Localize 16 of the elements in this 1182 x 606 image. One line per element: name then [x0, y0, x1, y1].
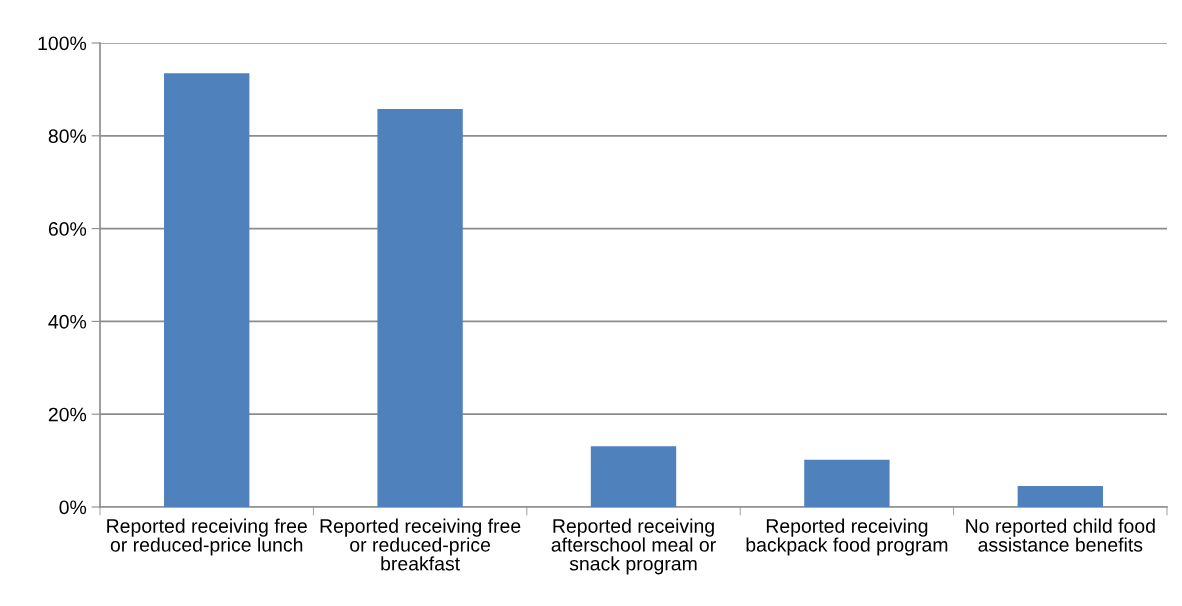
bar	[164, 73, 250, 507]
y-tick-label: 40%	[48, 314, 87, 329]
y-tick-label: 0%	[59, 500, 87, 515]
y-tick-label: 100%	[38, 36, 87, 51]
x-tick-label: Reported receiving free or reduced-price lunch	[107, 518, 307, 556]
x-tick-label: Reported receiving free or reduced-price breakfast	[320, 518, 521, 571]
x-tick-label: No reported child food assistance benefits	[966, 518, 1155, 552]
bar	[590, 446, 677, 507]
y-tick-label: 20%	[48, 407, 87, 422]
x-tick-label: Reported receiving afterschool meal or snack program	[551, 518, 716, 575]
y-tick-label: 80%	[48, 129, 87, 144]
y-tick-label: 60%	[48, 222, 87, 236]
bar	[377, 108, 463, 507]
x-tick-label: Reported receiving backpack food program	[746, 518, 948, 556]
bar	[1017, 486, 1103, 507]
bar	[804, 459, 890, 507]
